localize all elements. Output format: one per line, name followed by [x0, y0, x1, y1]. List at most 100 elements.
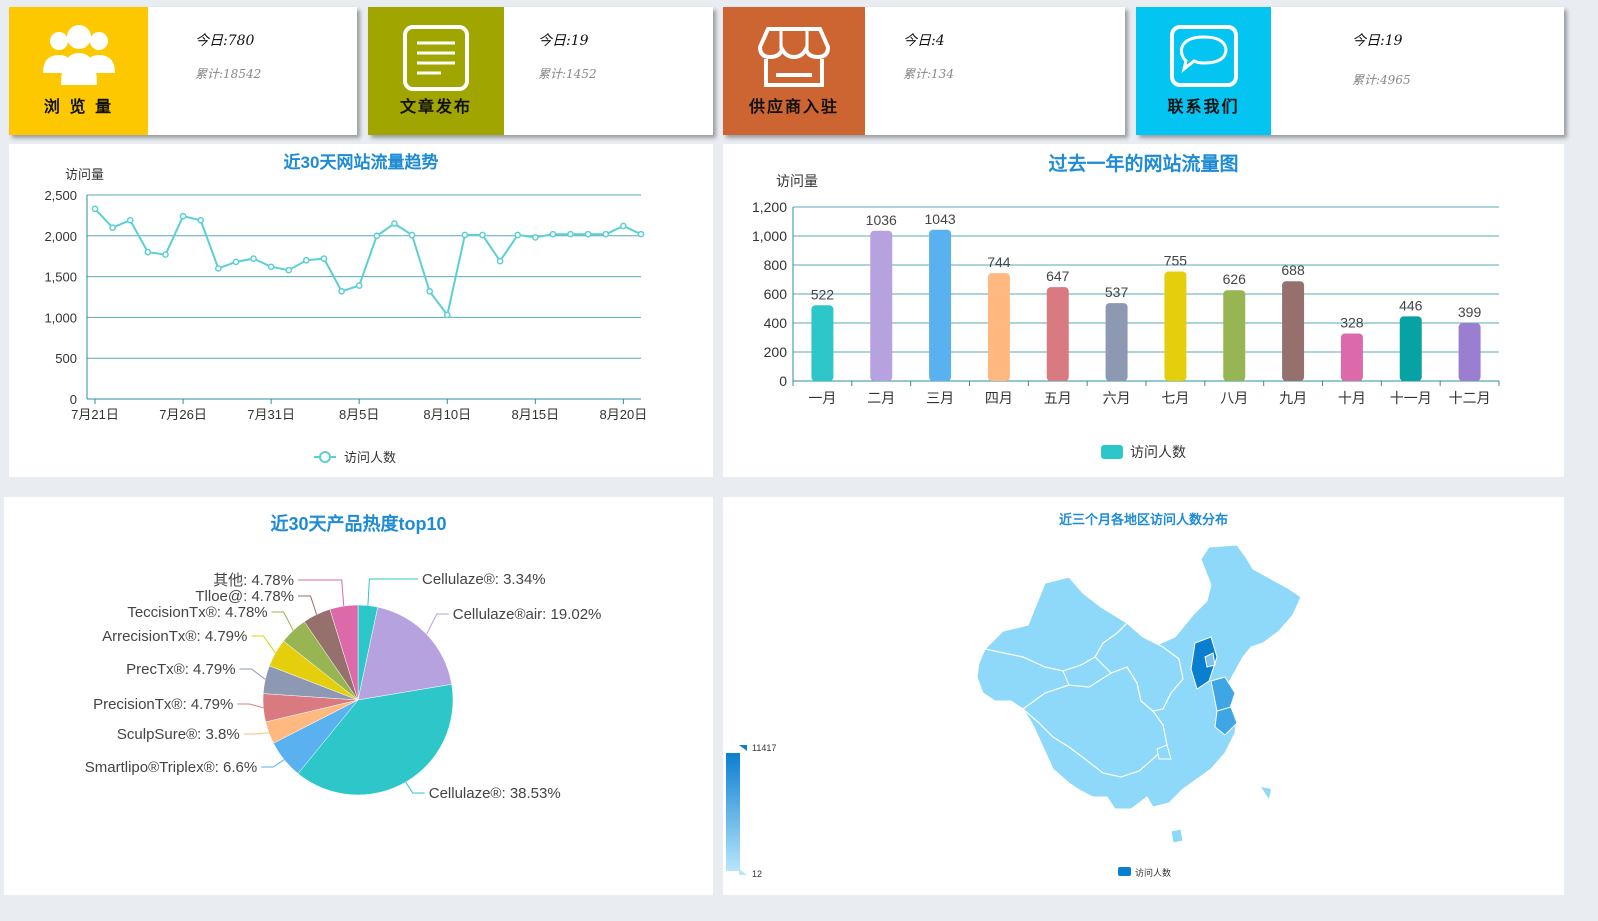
trend-point[interactable] — [584, 230, 592, 238]
total-count: 累计:1452 — [538, 67, 597, 81]
yearly-legend[interactable]: 访问人数 — [1101, 444, 1186, 460]
trend-point[interactable] — [126, 216, 134, 224]
trend-title: 近30天网站流量趋势 — [283, 153, 439, 172]
yearly-bar[interactable] — [1223, 290, 1246, 381]
trend-legend-label: 访问人数 — [344, 450, 396, 465]
yearly-bar[interactable] — [1399, 316, 1422, 381]
trend-y-tick: 1,000 — [44, 310, 77, 325]
trend-point[interactable] — [303, 256, 310, 264]
highlighted-region[interactable] — [1190, 636, 1238, 736]
yearly-bar[interactable] — [870, 230, 893, 381]
yearly-x-tick: 三月 — [926, 390, 954, 406]
trend-x-tick: 8月20日 — [600, 407, 648, 422]
yearly-y-tick: 800 — [764, 257, 788, 273]
trend-point[interactable] — [179, 212, 187, 220]
trend-point[interactable] — [514, 231, 522, 239]
yearly-bar[interactable] — [987, 273, 1010, 381]
pie-label-line — [271, 611, 294, 631]
trend-point[interactable] — [391, 220, 398, 227]
trend-point[interactable] — [373, 232, 381, 240]
trend-chart: 访问量 2,500 2,000 1,500 1,000 500 0 7月21日 7月26日 7… — [44, 167, 648, 465]
yearly-bar[interactable] — [811, 305, 834, 381]
map-legend[interactable]: 访问人数 — [1118, 867, 1171, 878]
chat-icon — [1169, 25, 1238, 87]
map-legend-label: 访问人数 — [1135, 867, 1171, 878]
pie-label: Cellulaze®: 38.53% — [429, 785, 561, 802]
yearly-bar[interactable] — [1458, 323, 1481, 381]
trend-point[interactable] — [637, 230, 645, 238]
trend-point[interactable] — [620, 222, 627, 230]
hainan-region[interactable] — [1170, 828, 1184, 844]
pie-slice[interactable] — [357, 606, 452, 701]
yearly-x-tick: 五月 — [1044, 390, 1072, 406]
total-count: 累计:4965 — [1352, 73, 1411, 87]
yearly-y-tick: 600 — [764, 286, 788, 302]
yearly-x-tick: 十月 — [1338, 390, 1366, 406]
trend-point[interactable] — [531, 234, 539, 241]
trend-point[interactable] — [320, 255, 328, 262]
trend-point[interactable] — [267, 263, 275, 271]
pie-label: PrecTx®: 4.79% — [126, 661, 235, 678]
pie-label: Tlloe@: 4.78% — [195, 588, 294, 605]
trend-point[interactable] — [567, 230, 574, 238]
trend-point[interactable] — [461, 231, 469, 239]
taiwan-region[interactable] — [1156, 744, 1172, 760]
trend-point[interactable] — [214, 265, 222, 272]
pie-label-line — [243, 732, 269, 735]
trend-y-tick: 2,000 — [44, 229, 77, 244]
trend-point[interactable] — [250, 255, 257, 262]
card-label: 文章发布 — [399, 97, 472, 116]
suppliers-card[interactable]: 供应商入驻 今日:4 累计:134 — [723, 7, 1125, 135]
yearly-value-label: 522 — [811, 286, 835, 302]
pie-slice[interactable] — [297, 684, 454, 796]
trend-point[interactable] — [338, 287, 345, 295]
yearly-value-label: 647 — [1046, 268, 1070, 284]
range-min-handle-icon[interactable] — [739, 869, 747, 875]
yearly-bar[interactable] — [929, 229, 952, 381]
articles-card[interactable]: 文章发布 今日:19 累计:1452 — [368, 7, 713, 135]
trend-point[interactable] — [426, 287, 433, 295]
trend-point[interactable] — [144, 248, 152, 256]
yearly-bar[interactable] — [1046, 287, 1069, 381]
visual-map-range[interactable]: 11417 12 — [726, 743, 776, 879]
pie-label-line — [298, 579, 345, 607]
trend-point[interactable] — [496, 257, 504, 265]
contact-card[interactable]: 联系我们 今日:19 累计:4965 — [1136, 7, 1564, 135]
trend-point[interactable] — [408, 231, 416, 239]
yearly-x-tick: 六月 — [1103, 390, 1131, 406]
trend-point[interactable] — [91, 205, 99, 213]
trend-point[interactable] — [285, 266, 293, 274]
trend-point[interactable] — [232, 258, 240, 266]
yearly-y-tick: 400 — [764, 315, 788, 331]
china-mainland[interactable] — [976, 544, 1302, 810]
suppliers-tile: 供应商入驻 — [723, 7, 865, 135]
yearly-bar[interactable] — [1164, 271, 1187, 381]
trend-point[interactable] — [443, 311, 451, 319]
trend-point[interactable] — [109, 224, 116, 231]
yearly-bar[interactable] — [1105, 303, 1128, 381]
trend-x-tick: 8月15日 — [511, 407, 559, 422]
pie-label: Cellulaze®: 3.34% — [422, 571, 546, 588]
trend-point[interactable] — [602, 230, 610, 238]
trend-point[interactable] — [355, 282, 363, 289]
trend-y-tick: 2,500 — [44, 188, 77, 203]
views-card[interactable]: 浏 览 量 今日:780 累计:18542 — [9, 7, 357, 135]
yearly-bar[interactable] — [1340, 333, 1363, 381]
yearly-title: 过去一年的网站流量图 — [1048, 154, 1239, 175]
yearly-bar[interactable] — [1282, 281, 1305, 381]
trend-point[interactable] — [162, 251, 169, 258]
trend-point[interactable] — [549, 230, 557, 238]
yearly-legend-label: 访问人数 — [1130, 444, 1186, 460]
range-max-handle-icon[interactable] — [739, 745, 747, 751]
trend-point[interactable] — [197, 216, 205, 224]
yearly-value-label: 537 — [1105, 284, 1129, 300]
contact-tile: 联系我们 — [1136, 7, 1271, 135]
trend-legend[interactable]: 访问人数 — [314, 450, 396, 465]
yearly-y-axis-label: 访问量 — [776, 173, 818, 189]
trend-series-line — [94, 208, 642, 318]
yearly-y-tick: 200 — [764, 344, 788, 360]
pie-label: 其他: 4.78% — [213, 572, 294, 589]
pie-label-line — [237, 703, 264, 709]
trend-point[interactable] — [479, 231, 486, 239]
yearly-value-label: 399 — [1458, 304, 1482, 320]
